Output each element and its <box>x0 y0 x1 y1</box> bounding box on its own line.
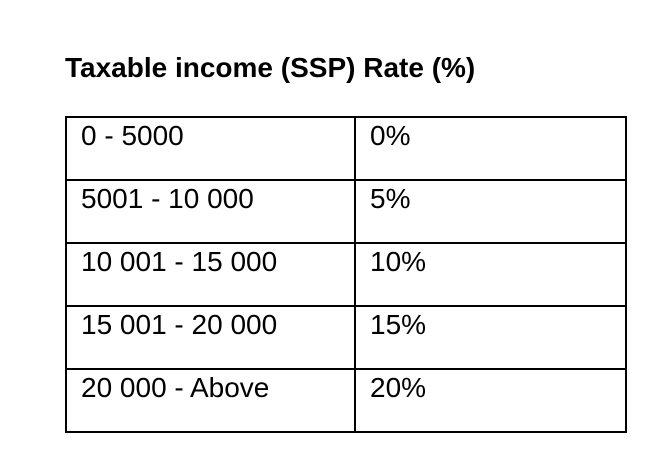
table-row: 20 000 - Above 20% <box>65 368 627 433</box>
table-row: 5001 - 10 000 5% <box>65 179 627 244</box>
taxable-income-cell: 0 - 5000 <box>65 116 356 181</box>
taxable-income-cell: 10 001 - 15 000 <box>65 242 356 307</box>
taxable-income-cell: 5001 - 10 000 <box>65 179 356 244</box>
rate-cell: 15% <box>354 305 627 370</box>
table-row: 15 001 - 20 000 15% <box>65 305 627 370</box>
table-row: 0 - 5000 0% <box>65 116 627 181</box>
tax-rate-table-body: 0 - 5000 0% 5001 - 10 000 5% 10 001 - 15 000… <box>65 116 627 433</box>
tax-rate-table: 0 - 5000 0% 5001 - 10 000 5% 10 001 - 15 000… <box>65 116 627 433</box>
rate-cell: 0% <box>354 116 627 181</box>
table-row: 10 001 - 15 000 10% <box>65 242 627 307</box>
rate-cell: 20% <box>354 368 627 433</box>
taxable-income-cell: 20 000 - Above <box>65 368 356 433</box>
rate-cell: 10% <box>354 242 627 307</box>
taxable-income-cell: 15 001 - 20 000 <box>65 305 356 370</box>
rate-cell: 5% <box>354 179 627 244</box>
page-title: Taxable income (SSP) Rate (%) <box>65 52 476 83</box>
